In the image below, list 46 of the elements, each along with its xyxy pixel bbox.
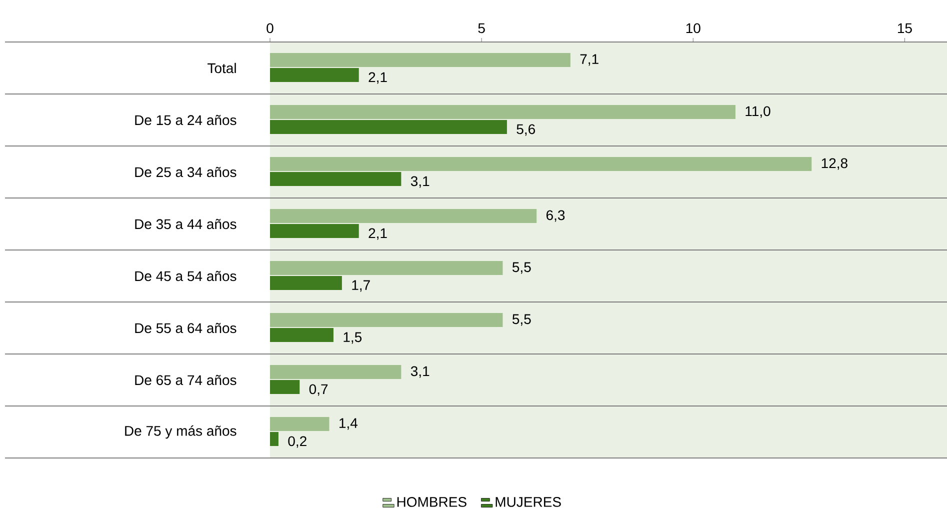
bar — [270, 380, 300, 394]
legend-label: MUJERES — [496, 496, 561, 507]
bar — [270, 365, 402, 380]
bar — [270, 261, 503, 276]
data-label: 3,1 — [410, 366, 430, 378]
data-label: 5,5 — [512, 262, 531, 274]
bar — [270, 313, 503, 328]
data-label: 1,4 — [340, 418, 358, 430]
data-label: 12,8 — [822, 158, 848, 170]
data-label: 3,1 — [410, 176, 430, 188]
bar — [270, 120, 507, 134]
data-label: 2,1 — [368, 228, 387, 240]
data-label: 1,5 — [344, 332, 362, 344]
y-tick-label: De 75 y más años — [125, 425, 236, 439]
data-label: 1,7 — [352, 280, 370, 292]
bar — [270, 276, 342, 290]
bar — [270, 172, 402, 186]
data-label: 5,6 — [516, 124, 535, 136]
bar — [270, 417, 330, 432]
data-label: 0,7 — [309, 384, 328, 396]
legend-label: HOMBRES — [397, 496, 466, 507]
data-label: 2,1 — [368, 72, 387, 84]
data-label: 6,3 — [546, 210, 565, 222]
data-label: 5,5 — [512, 314, 531, 326]
bar — [270, 432, 278, 446]
bar — [270, 209, 537, 224]
y-tick-label: De 55 a 64 años — [135, 322, 236, 334]
y-tick-label: De 35 a 44 años — [135, 218, 236, 230]
x-tick-label: 0 — [266, 23, 274, 34]
y-tick-label: De 15 a 24 años — [135, 114, 236, 126]
x-tick-label: 10 — [686, 23, 700, 34]
bar — [270, 224, 359, 238]
x-tick-label: 15 — [898, 23, 912, 34]
data-label: 11,0 — [746, 106, 770, 118]
bar — [270, 68, 359, 82]
x-tick-label: 5 — [478, 23, 485, 34]
y-tick-label: De 25 a 34 años — [135, 166, 236, 178]
data-label: 7,1 — [580, 54, 598, 66]
y-tick-label: De 45 a 54 años — [135, 270, 236, 282]
data-label: 0,2 — [288, 436, 306, 448]
bar — [270, 328, 334, 342]
bar — [270, 105, 736, 120]
y-tick-label: De 65 a 74 años — [135, 374, 236, 386]
y-tick-label: Total — [208, 62, 236, 74]
bar — [270, 53, 570, 68]
bar — [270, 157, 812, 172]
